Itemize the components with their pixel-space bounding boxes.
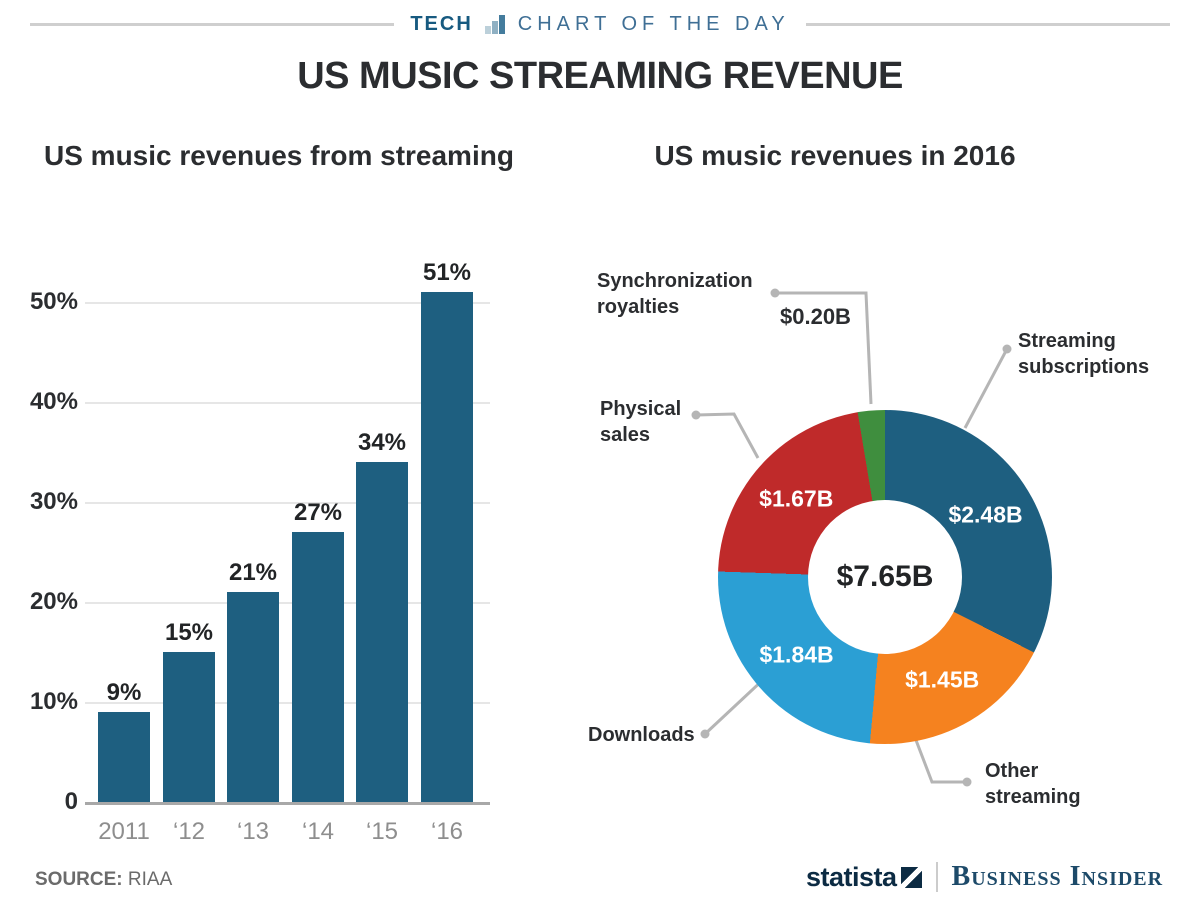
callout-sync-royalties: Synchronization royalties xyxy=(597,270,753,318)
gridline xyxy=(85,802,490,805)
bar xyxy=(98,712,150,802)
callout-sync-royalties-value: $0.20B xyxy=(780,304,851,329)
donut-hole xyxy=(808,500,962,654)
callout-physical-sales: Physical sales xyxy=(600,398,682,446)
bar-category-label: ‘12 xyxy=(172,818,206,845)
bar xyxy=(163,652,215,802)
leader-dot xyxy=(962,777,972,787)
statista-wordmark: statista xyxy=(806,861,897,892)
bar-value-label: 9% xyxy=(106,679,142,706)
donut-wedge-label: $1.45B xyxy=(905,666,980,693)
bar-value-label: 51% xyxy=(422,259,472,286)
callout-other-streaming: Other streaming xyxy=(985,760,1081,808)
bar-value-label: 27% xyxy=(293,499,343,526)
y-tick-label: 20% xyxy=(29,588,78,615)
leader-dot xyxy=(1002,344,1012,354)
business-insider-wordmark: Business Insider xyxy=(951,861,1164,892)
y-tick-label: 0 xyxy=(64,788,78,815)
bar xyxy=(292,532,344,802)
bar-chart-title: US music revenues from streaming xyxy=(44,140,514,171)
bar-value-label: 15% xyxy=(164,619,214,646)
y-tick-label: 40% xyxy=(29,388,78,415)
bar-chart-icon-bar3 xyxy=(498,14,505,34)
gridline xyxy=(85,702,490,704)
statista-logo-icon xyxy=(900,866,922,888)
header-rule-left xyxy=(30,22,395,26)
leader-streaming-subscriptions xyxy=(963,348,1009,429)
bar-value-label: 34% xyxy=(357,429,407,456)
donut-total-label: $7.65B xyxy=(836,560,934,593)
bar-category-label: ‘15 xyxy=(365,818,399,845)
source-value: RIAA xyxy=(127,869,173,890)
bar-category-label: ‘14 xyxy=(301,818,335,845)
donut-wedge-label: $1.84B xyxy=(759,641,834,668)
gridline xyxy=(85,402,490,404)
gridline xyxy=(85,502,490,504)
header: TECH CHART OF THE DAY xyxy=(30,10,1170,38)
bar-category-label: ‘16 xyxy=(430,818,464,845)
donut-wedge-label: $2.48B xyxy=(948,501,1023,528)
source-line: SOURCE: RIAA xyxy=(35,869,172,891)
bar-chart-icon-bar1 xyxy=(484,25,491,34)
bar xyxy=(356,462,408,802)
donut-wedge-label: $1.67B xyxy=(759,485,834,512)
callout-streaming-subscriptions: Streaming subscriptions xyxy=(1018,330,1150,378)
bar xyxy=(227,592,279,802)
y-tick-label: 30% xyxy=(29,488,78,515)
page-title: US MUSIC STREAMING REVENUE xyxy=(297,55,903,97)
bar-chart-icon xyxy=(484,14,506,34)
series-tag: CHART OF THE DAY xyxy=(517,12,790,35)
bar-value-label: 21% xyxy=(228,559,278,586)
header-rule-right xyxy=(805,22,1170,26)
bar-category-label: ‘13 xyxy=(236,818,270,845)
gridline xyxy=(85,302,490,304)
brand-row: statista Business Insider xyxy=(806,860,1163,894)
bar-chart-icon-bar2 xyxy=(491,20,498,34)
bar xyxy=(421,292,473,802)
y-tick-label: 10% xyxy=(29,688,78,715)
source-label: SOURCE: xyxy=(35,869,123,890)
donut-chart-title: US music revenues in 2016 xyxy=(654,140,1016,171)
callout-downloads: Downloads xyxy=(588,724,695,746)
brand-divider xyxy=(935,862,938,892)
bar-category-label: 2011 xyxy=(98,818,150,845)
vertical-tag: TECH xyxy=(410,12,473,35)
y-tick-label: 50% xyxy=(29,288,78,315)
gridline xyxy=(85,602,490,604)
